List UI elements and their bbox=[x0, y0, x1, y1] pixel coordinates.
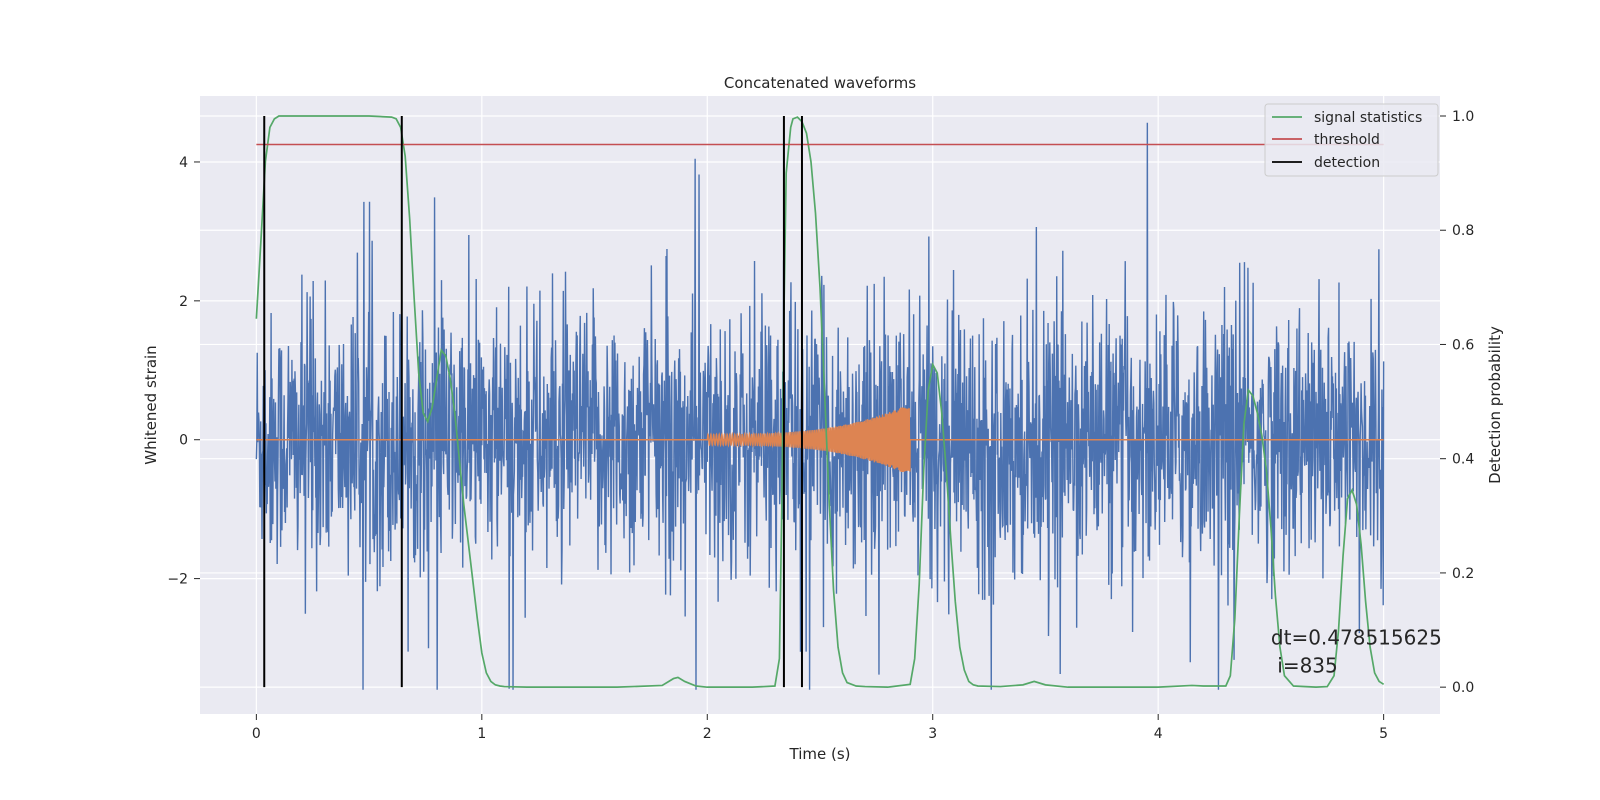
signal-statistics-line bbox=[255, 115, 1385, 689]
y-right-tick-label: 0.0 bbox=[1452, 680, 1474, 696]
y-left-tick-label: −2 bbox=[167, 572, 188, 588]
y-right-tick-label: 0.2 bbox=[1452, 566, 1474, 582]
legend-box bbox=[1264, 103, 1439, 177]
y-axis-label-left: Whitened strain bbox=[142, 345, 160, 464]
y-left-tick-label: 4 bbox=[179, 155, 188, 171]
y-right-tick-label: 0.6 bbox=[1452, 337, 1474, 353]
legend-label-detection: detection bbox=[1314, 155, 1380, 171]
chart-title: Concatenated waveforms bbox=[724, 74, 916, 92]
y-left-tick-label: 0 bbox=[179, 433, 188, 449]
noise-series-line bbox=[255, 122, 1385, 690]
x-tick-label: 0 bbox=[252, 726, 261, 742]
y-right-tick-label: 0.4 bbox=[1452, 452, 1474, 468]
y-right-tick-label: 0.8 bbox=[1452, 223, 1474, 239]
legend-label-signal-statistics: signal statistics bbox=[1314, 110, 1422, 126]
x-tick-label: 4 bbox=[1154, 726, 1163, 742]
y-right-tick-label: 1.0 bbox=[1452, 109, 1474, 125]
legend: signal statistics threshold detection bbox=[1264, 103, 1439, 177]
data-layer bbox=[255, 115, 1385, 690]
x-tick-label: 1 bbox=[477, 726, 486, 742]
annotation-line-1: dt=0.478515625 bbox=[1271, 626, 1442, 650]
y-left-tick-label: 2 bbox=[179, 294, 188, 310]
axis-ticks: 0 1 2 3 4 5 −2 0 2 4 0.0 0.2 0.4 0.6 0.8 1.0 bbox=[167, 109, 1474, 742]
y-axis-label-right: Detection probability bbox=[1486, 326, 1504, 484]
x-tick-label: 2 bbox=[703, 726, 712, 742]
x-axis-label: Time (s) bbox=[789, 745, 851, 763]
legend-label-threshold: threshold bbox=[1314, 132, 1380, 148]
detection-lines bbox=[263, 115, 803, 688]
annotation-line-2: i=835 bbox=[1271, 654, 1338, 678]
x-tick-label: 5 bbox=[1379, 726, 1388, 742]
x-tick-label: 3 bbox=[928, 726, 937, 742]
annotation: dt=0.478515625 i=835 bbox=[1271, 626, 1442, 678]
